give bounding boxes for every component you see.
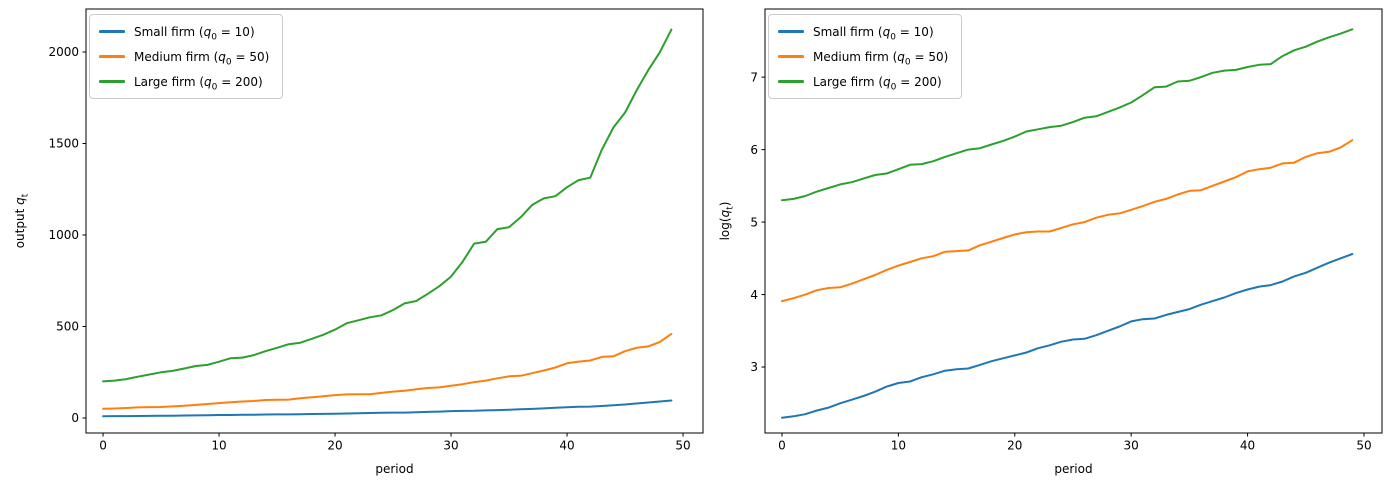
legend-item-large-firm: Large firm (q0 = 200) — [778, 72, 948, 91]
y-tick-label: 2000 — [48, 45, 79, 59]
legend-left-panel: Small firm (q0 = 10) Medium firm (q0 = 5… — [89, 14, 284, 99]
x-tick-label: 40 — [1240, 439, 1255, 453]
y-tick-label: 3 — [750, 360, 758, 374]
x-tick-label: 30 — [1124, 439, 1139, 453]
legend-line-swatch — [99, 55, 125, 58]
x-tick-label: 10 — [891, 439, 906, 453]
x-tick-label: 10 — [211, 439, 226, 453]
axes-frame — [764, 8, 1383, 434]
line-medium-firm — [102, 332, 673, 410]
legend-item-label: Large firm (q0 = 200) — [134, 74, 263, 92]
y-tick-label: 5 — [750, 215, 758, 229]
legend-right-panel: Small firm (q0 = 10) Medium firm (q0 = 5… — [768, 14, 963, 99]
x-tick-label: 0 — [778, 439, 786, 453]
x-tick-label: 0 — [99, 439, 107, 453]
legend-line-swatch — [778, 80, 804, 83]
legend-line-swatch — [99, 30, 125, 33]
y-tick-label: 1000 — [48, 228, 79, 242]
legend-item-label: Small firm (q0 = 10) — [813, 24, 934, 42]
legend-item-medium-firm: Medium firm (q0 = 50) — [778, 47, 948, 66]
legend-line-swatch — [99, 80, 125, 83]
x-tick-label: 20 — [1007, 439, 1022, 453]
line-small-firm — [781, 253, 1354, 419]
y-tick-label: 7 — [750, 70, 758, 84]
line-medium-firm — [781, 139, 1354, 303]
x-axis-label-right-panel: period — [1054, 462, 1093, 476]
x-tick-label: 30 — [443, 439, 458, 453]
x-axis-label-left-panel: period — [375, 462, 414, 476]
legend-item-label: Small firm (q0 = 10) — [134, 24, 255, 42]
y-tick-label: 1500 — [48, 137, 79, 151]
y-axis-label-right-panel: log(qt) — [718, 201, 736, 241]
x-tick-label: 40 — [559, 439, 574, 453]
legend-item-medium-firm: Medium firm (q0 = 50) — [99, 47, 269, 66]
legend-item-large-firm: Large firm (q0 = 200) — [99, 72, 269, 91]
y-tick-label: 4 — [750, 288, 758, 302]
legend-item-label: Medium firm (q0 = 50) — [813, 49, 949, 67]
x-tick-label: 50 — [1356, 439, 1371, 453]
line-large-firm — [102, 28, 673, 383]
legend-item-label: Large firm (q0 = 200) — [813, 74, 942, 92]
y-axis-label-left-panel: output qt — [13, 193, 31, 249]
x-tick-label: 50 — [675, 439, 690, 453]
legend-line-swatch — [778, 30, 804, 33]
y-tick-label: 0 — [71, 411, 79, 425]
y-tick-label: 6 — [750, 143, 758, 157]
legend-item-small-firm: Small firm (q0 = 10) — [778, 22, 948, 41]
line-small-firm — [102, 399, 673, 418]
legend-item-small-firm: Small firm (q0 = 10) — [99, 22, 269, 41]
axes-frame — [85, 8, 704, 434]
legend-line-swatch — [778, 55, 804, 58]
line-large-firm — [781, 28, 1354, 202]
x-tick-label: 20 — [327, 439, 342, 453]
legend-item-label: Medium firm (q0 = 50) — [134, 49, 270, 67]
y-tick-label: 500 — [56, 320, 79, 334]
